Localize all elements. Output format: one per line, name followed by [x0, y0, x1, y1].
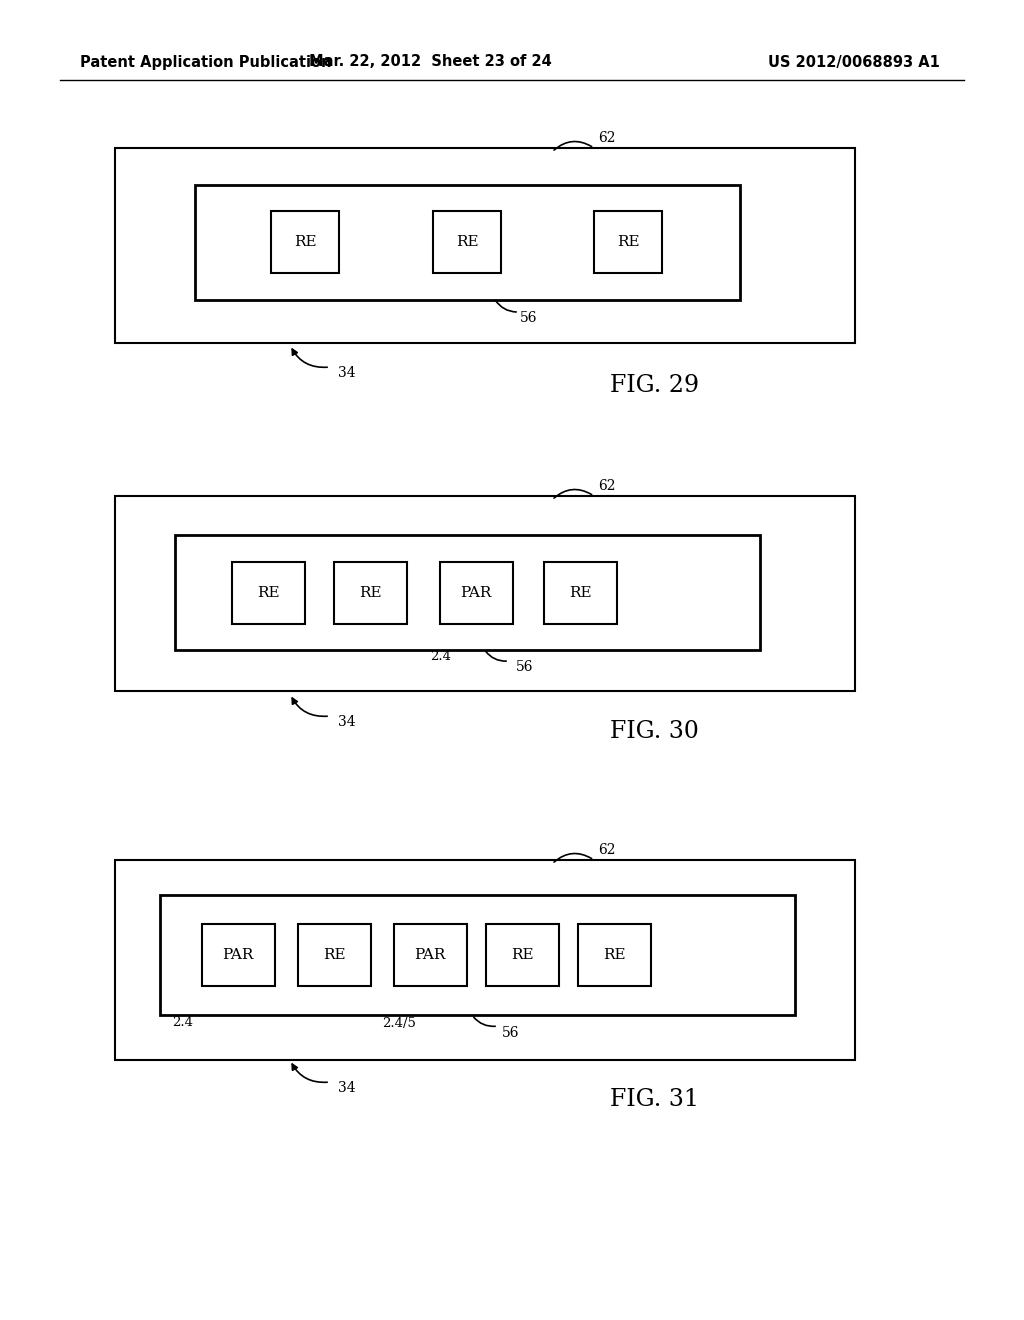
- Text: RE: RE: [616, 235, 639, 249]
- Text: Patent Application Publication: Patent Application Publication: [80, 54, 332, 70]
- Text: RE: RE: [358, 586, 381, 601]
- Text: US 2012/0068893 A1: US 2012/0068893 A1: [768, 54, 940, 70]
- Bar: [334, 562, 407, 624]
- Bar: [578, 924, 650, 986]
- Bar: [393, 924, 467, 986]
- Text: RE: RE: [257, 586, 280, 601]
- Bar: [202, 924, 274, 986]
- Bar: [115, 861, 855, 1060]
- Text: FIG. 31: FIG. 31: [610, 1089, 699, 1111]
- Text: 56: 56: [520, 312, 538, 325]
- Text: RE: RE: [603, 948, 626, 962]
- Text: 62: 62: [598, 131, 615, 145]
- Text: 62: 62: [598, 843, 615, 857]
- Bar: [433, 211, 501, 273]
- Bar: [115, 496, 855, 690]
- Text: PAR: PAR: [222, 948, 254, 962]
- Bar: [115, 148, 855, 343]
- Bar: [160, 895, 795, 1015]
- Bar: [271, 211, 339, 273]
- Bar: [298, 924, 371, 986]
- Text: 56: 56: [516, 660, 534, 675]
- Text: FIG. 30: FIG. 30: [610, 721, 698, 743]
- Text: PAR: PAR: [461, 586, 492, 601]
- Bar: [485, 924, 558, 986]
- Text: 62: 62: [598, 479, 615, 492]
- Text: Mar. 22, 2012  Sheet 23 of 24: Mar. 22, 2012 Sheet 23 of 24: [308, 54, 551, 70]
- Text: 34: 34: [338, 715, 355, 729]
- Bar: [175, 535, 760, 649]
- Bar: [195, 185, 740, 300]
- Text: 2.4: 2.4: [172, 1016, 193, 1030]
- Text: 34: 34: [338, 366, 355, 380]
- Text: RE: RE: [456, 235, 478, 249]
- Text: PAR: PAR: [415, 948, 445, 962]
- Bar: [544, 562, 616, 624]
- Text: RE: RE: [323, 948, 345, 962]
- Text: RE: RE: [294, 235, 316, 249]
- Text: 2.4: 2.4: [430, 649, 451, 663]
- Text: 2.4/5: 2.4/5: [382, 1016, 416, 1030]
- Text: 34: 34: [338, 1081, 355, 1096]
- Text: RE: RE: [568, 586, 591, 601]
- Bar: [594, 211, 662, 273]
- Bar: [439, 562, 512, 624]
- Bar: [231, 562, 304, 624]
- Text: RE: RE: [511, 948, 534, 962]
- Text: FIG. 29: FIG. 29: [610, 374, 699, 396]
- Text: 56: 56: [502, 1026, 519, 1040]
